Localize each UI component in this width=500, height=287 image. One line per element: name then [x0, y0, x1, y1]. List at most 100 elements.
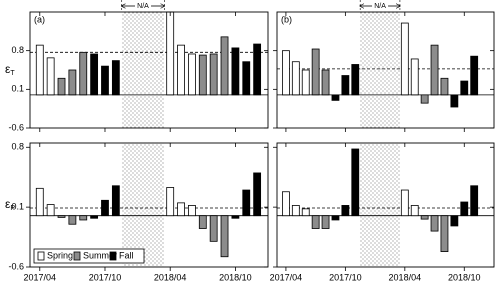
bar	[231, 215, 240, 219]
x-tick-label: 2018/10	[219, 272, 252, 282]
bar	[242, 61, 251, 96]
bar	[311, 48, 320, 96]
bar	[68, 69, 77, 96]
bar	[321, 215, 330, 229]
panel-label: (b)	[281, 14, 292, 24]
bar	[301, 208, 310, 217]
bar	[291, 205, 300, 217]
bar	[79, 51, 88, 96]
bar	[101, 199, 109, 217]
bar	[46, 204, 55, 217]
gap-shade	[121, 12, 165, 128]
bar	[177, 44, 185, 96]
x-tick-label: 2017/04	[270, 272, 303, 282]
bar	[400, 22, 409, 96]
annotation: N/A	[374, 3, 386, 10]
y-axis-label: εT	[5, 62, 15, 77]
bar	[321, 69, 330, 96]
bar	[470, 55, 479, 96]
bar	[420, 94, 429, 104]
bar	[460, 201, 469, 217]
x-tick-label: 2017/10	[89, 272, 122, 282]
bar	[90, 53, 99, 96]
legend-swatch	[73, 251, 81, 261]
bar	[79, 215, 88, 221]
bar	[111, 185, 120, 217]
bar	[101, 65, 109, 96]
bar	[282, 50, 290, 96]
bar	[410, 205, 419, 217]
bar	[331, 215, 340, 221]
gap-shade	[360, 12, 400, 128]
bar	[400, 189, 409, 217]
bar	[440, 215, 449, 253]
bar	[231, 47, 240, 96]
bar	[111, 60, 120, 96]
y-tick-label: 0.8	[11, 45, 24, 55]
y-axis-label-main: ε	[5, 62, 11, 76]
bar	[430, 44, 439, 96]
bar	[35, 44, 44, 96]
y-tick-label: -0.6	[8, 261, 24, 271]
gap-shade	[121, 143, 165, 267]
x-tick-label: 2017/10	[329, 272, 362, 282]
bar	[57, 77, 66, 96]
bar	[198, 54, 207, 96]
legend-swatch	[109, 251, 117, 261]
gap-shade	[360, 143, 400, 267]
x-tick-label: 2017/04	[24, 272, 57, 282]
panel-frame	[276, 11, 495, 129]
bar	[35, 187, 44, 217]
bar	[198, 215, 207, 229]
legend-swatch	[37, 251, 45, 261]
annotation: N/A	[137, 3, 149, 10]
bar	[90, 215, 99, 219]
bar	[242, 189, 251, 217]
bar	[450, 94, 459, 108]
bar	[420, 215, 429, 220]
x-tick-label: 2018/04	[389, 272, 422, 282]
bar	[57, 215, 66, 218]
bar	[351, 64, 360, 96]
bar	[291, 61, 300, 96]
bar	[430, 215, 439, 232]
bar	[450, 215, 459, 227]
bar	[166, 11, 175, 96]
bar	[341, 75, 350, 96]
bar	[188, 53, 196, 96]
legend-label: Summer	[83, 250, 117, 260]
y-tick-label: 0.1	[11, 202, 24, 212]
y-tick-label: 0.8	[11, 142, 24, 152]
bar	[253, 172, 262, 217]
x-tick-label: 2018/04	[154, 272, 187, 282]
bar	[68, 215, 77, 225]
bar	[220, 215, 229, 258]
bar	[440, 77, 449, 96]
y-tick-label: -0.6	[8, 122, 24, 132]
y-axis-label-sub: P	[10, 205, 15, 212]
legend-label: Fall	[119, 250, 134, 260]
panel-label: (a)	[34, 14, 45, 24]
bar	[209, 215, 218, 242]
bar	[46, 57, 55, 96]
bar	[460, 80, 469, 96]
y-axis-label: εP	[5, 197, 15, 212]
panel-frame	[29, 11, 269, 129]
x-tick-label: 2018/10	[448, 272, 481, 282]
bar	[209, 53, 218, 96]
bar	[188, 205, 196, 217]
bar	[410, 58, 419, 96]
y-axis-label-main: ε	[5, 197, 11, 211]
bar	[351, 148, 360, 217]
bar	[220, 36, 229, 96]
bar	[166, 187, 175, 217]
y-tick-label: 0.1	[11, 84, 24, 94]
bar	[282, 191, 290, 217]
bar	[253, 43, 262, 96]
panel-frame	[276, 142, 495, 268]
bar	[341, 205, 350, 217]
bar	[311, 215, 320, 229]
bar	[301, 69, 310, 96]
bar	[470, 185, 479, 217]
